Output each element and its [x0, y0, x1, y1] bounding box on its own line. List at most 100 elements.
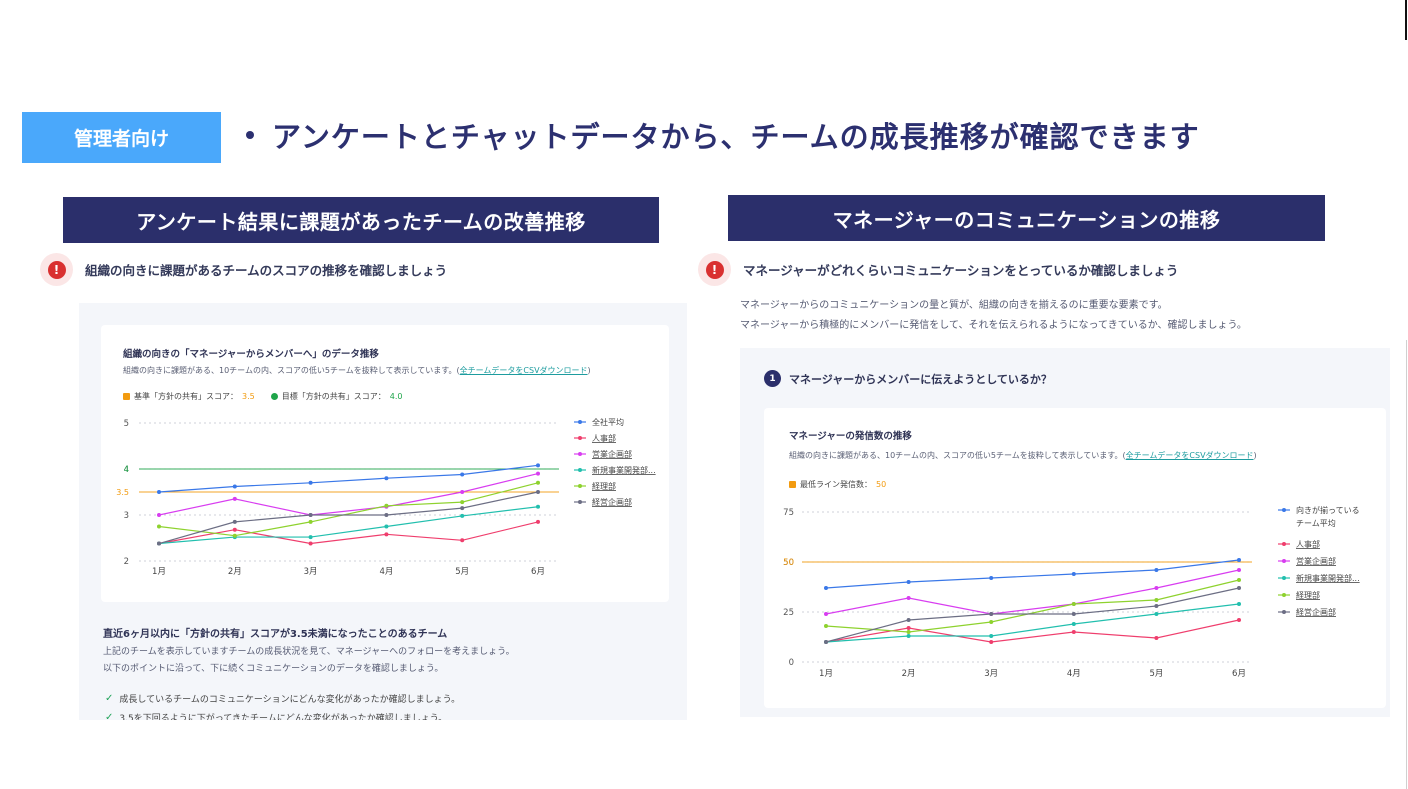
- right-chart-data-point: [824, 612, 828, 616]
- left-chart-data-point: [232, 527, 237, 532]
- right-chart-series-line: [825, 579, 1240, 633]
- left-chart-data-point: [232, 484, 237, 489]
- left-chart-series-line: [158, 491, 539, 545]
- right-chart-x-tick-label: 1月: [819, 669, 833, 679]
- left-chart-legend-label: 新規事業開発部...: [592, 465, 656, 475]
- right-chart-legend-label: チーム平均: [1296, 518, 1336, 528]
- right-chart-legend-marker: [1282, 576, 1286, 580]
- right-chart-data-point: [906, 626, 911, 630]
- left-chart-data-point: [536, 490, 540, 494]
- left-chart-data-point: [460, 472, 465, 477]
- right-chart-x-tick-label: 5月: [1149, 669, 1163, 679]
- left-chart-reference-label: 4: [124, 465, 129, 475]
- left-chart-data-point: [308, 480, 313, 485]
- window-edge-lower: [1406, 340, 1407, 789]
- left-chart-x-tick-label: 5月: [455, 567, 469, 577]
- left-chart-y-tick-label: 3: [124, 511, 129, 521]
- left-chart-legend-marker: [578, 452, 582, 456]
- left-chart-data-point: [536, 480, 540, 485]
- left-chart-data-point: [460, 513, 465, 518]
- slide-headline: アンケートとチャットデータから、チームの成長推移が確認できます: [246, 114, 1200, 156]
- right-ref-value: 50: [876, 480, 887, 489]
- right-chart-data-point: [1154, 568, 1159, 572]
- exclamation-icon: !: [40, 253, 73, 286]
- left-chart-data-point: [460, 506, 465, 511]
- right-chart-data-point: [1237, 578, 1241, 582]
- left-check-text-1: 成長しているチームのコミュニケーションにどんな変化があったか確認しましょう。: [119, 695, 461, 705]
- right-chart-data-point: [906, 596, 911, 600]
- right-chart-x-tick-label: 4月: [1067, 669, 1081, 679]
- right-chart-series-line: [825, 587, 1240, 643]
- left-chart-data-point: [536, 463, 540, 468]
- right-chart-data-point: [989, 612, 994, 616]
- left-chart-x-tick-label: 2月: [228, 567, 242, 577]
- left-chart-legend-label: 経営企画部: [592, 497, 632, 507]
- right-chart-legend-marker: [1282, 508, 1286, 512]
- left-chart-data-point: [232, 533, 237, 538]
- left-chart-data-point: [157, 541, 161, 546]
- left-alert-text: 組織の向きに課題があるチームのスコアの推移を確認しましょう: [85, 263, 448, 278]
- right-chart-data-point: [824, 624, 828, 628]
- left-chart-legend-label: 全社平均: [592, 417, 624, 427]
- check-icon: ✓: [105, 693, 114, 704]
- right-chart-legend-label: 人事部: [1296, 539, 1320, 549]
- left-check-text-2: 3.5を下回るように下がってきたチームにどんな変化があったか確認しましょう。: [119, 714, 448, 720]
- right-chart-data-point: [1154, 612, 1159, 616]
- right-chart-y-tick-label: 0: [789, 658, 794, 668]
- right-reference-legend: 最低ライン発信数： 50: [789, 479, 886, 490]
- left-card-subtitle: 組織の向きに課題がある、10チームの内、スコアの低い5チームを抜粋して表示してい…: [123, 365, 591, 376]
- left-alert: ! 組織の向きに課題があるチームのスコアの推移を確認しましょう: [40, 253, 447, 286]
- left-chart-series-line: [158, 473, 539, 516]
- right-chart-data-point: [1237, 586, 1241, 590]
- right-chart-legend-marker: [1282, 610, 1286, 614]
- right-description-2: マネージャーから積極的にメンバーに発信をして、それを伝えられるようになってきてい…: [740, 320, 1247, 331]
- right-chart-reference-label: 50: [783, 558, 794, 568]
- right-chart-data-point: [1071, 602, 1076, 606]
- orange-square-icon: [123, 393, 130, 400]
- left-chart-data-point: [232, 519, 237, 524]
- left-ref-goal-label: 目標「方針の共有」スコア：: [281, 392, 386, 401]
- right-chart-data-point: [906, 630, 911, 634]
- left-chart-x-tick-label: 6月: [531, 567, 545, 577]
- right-chart-legend-label: 経理部: [1296, 590, 1320, 600]
- left-ref-goal-value: 4.0: [389, 392, 403, 401]
- right-report-panel: 1 マネージャーからメンバーに伝えようとしているか？ マネージャーの発信数の推移…: [740, 348, 1390, 717]
- left-chart-data-point: [308, 519, 313, 524]
- right-chart-data-point: [824, 586, 828, 590]
- right-chart-legend-label: 営業企画部: [1296, 556, 1336, 566]
- right-chart-data-point: [1237, 602, 1241, 606]
- left-ref-base-value: 3.5: [242, 392, 255, 401]
- right-card-sub-close: ): [1253, 451, 1257, 460]
- right-chart-x-tick-label: 3月: [984, 669, 998, 679]
- right-card-title: マネージャーの発信数の推移: [789, 431, 912, 442]
- right-csv-download-link[interactable]: 全チームデータをCSVダウンロード: [1125, 451, 1254, 460]
- left-chart-data-point: [536, 519, 540, 524]
- left-chart-legend-label: 人事部: [592, 433, 616, 443]
- left-chart-x-tick-label: 4月: [379, 567, 393, 577]
- left-csv-download-link[interactable]: 全チームデータをCSVダウンロード: [459, 366, 588, 375]
- left-card-title: 組織の向きの「マネージャーからメンバーへ」のデータ推移: [123, 349, 379, 360]
- left-chart-data-point: [536, 504, 540, 509]
- left-chart-data-point: [460, 538, 465, 543]
- left-chart-series-line: [158, 521, 539, 545]
- window-edge: [1405, 0, 1407, 40]
- left-chart-data-point: [384, 532, 389, 537]
- right-chart-card: マネージャーの発信数の推移 組織の向きに課題がある、10チームの内、スコアの低い…: [764, 408, 1386, 708]
- right-chart-data-point: [1071, 630, 1076, 634]
- right-chart-data-point: [1154, 636, 1159, 640]
- right-description-1: マネージャーからのコミュニケーションの量と質が、組織の向きを揃えるのに重要な要素…: [740, 300, 1168, 311]
- right-chart-y-tick-label: 50: [783, 558, 794, 568]
- left-chart-data-point: [536, 471, 540, 476]
- left-chart-series-line: [158, 482, 539, 537]
- left-chart-data-point: [384, 524, 389, 529]
- right-chart-data-point: [824, 640, 828, 644]
- left-chart-series-line: [158, 464, 539, 493]
- right-step-heading: 1 マネージャーからメンバーに伝えようとしているか？: [764, 370, 1052, 387]
- left-chart-y-tick-label: 4: [124, 465, 129, 475]
- left-chart-data-point: [384, 503, 389, 508]
- left-chart-reference-label: 3.5: [116, 488, 129, 497]
- step-number-badge: 1: [764, 370, 781, 387]
- right-chart-data-point: [1071, 572, 1076, 576]
- left-chart-data-point: [460, 500, 465, 505]
- right-section-banner: マネージャーのコミュニケーションの推移: [728, 195, 1325, 241]
